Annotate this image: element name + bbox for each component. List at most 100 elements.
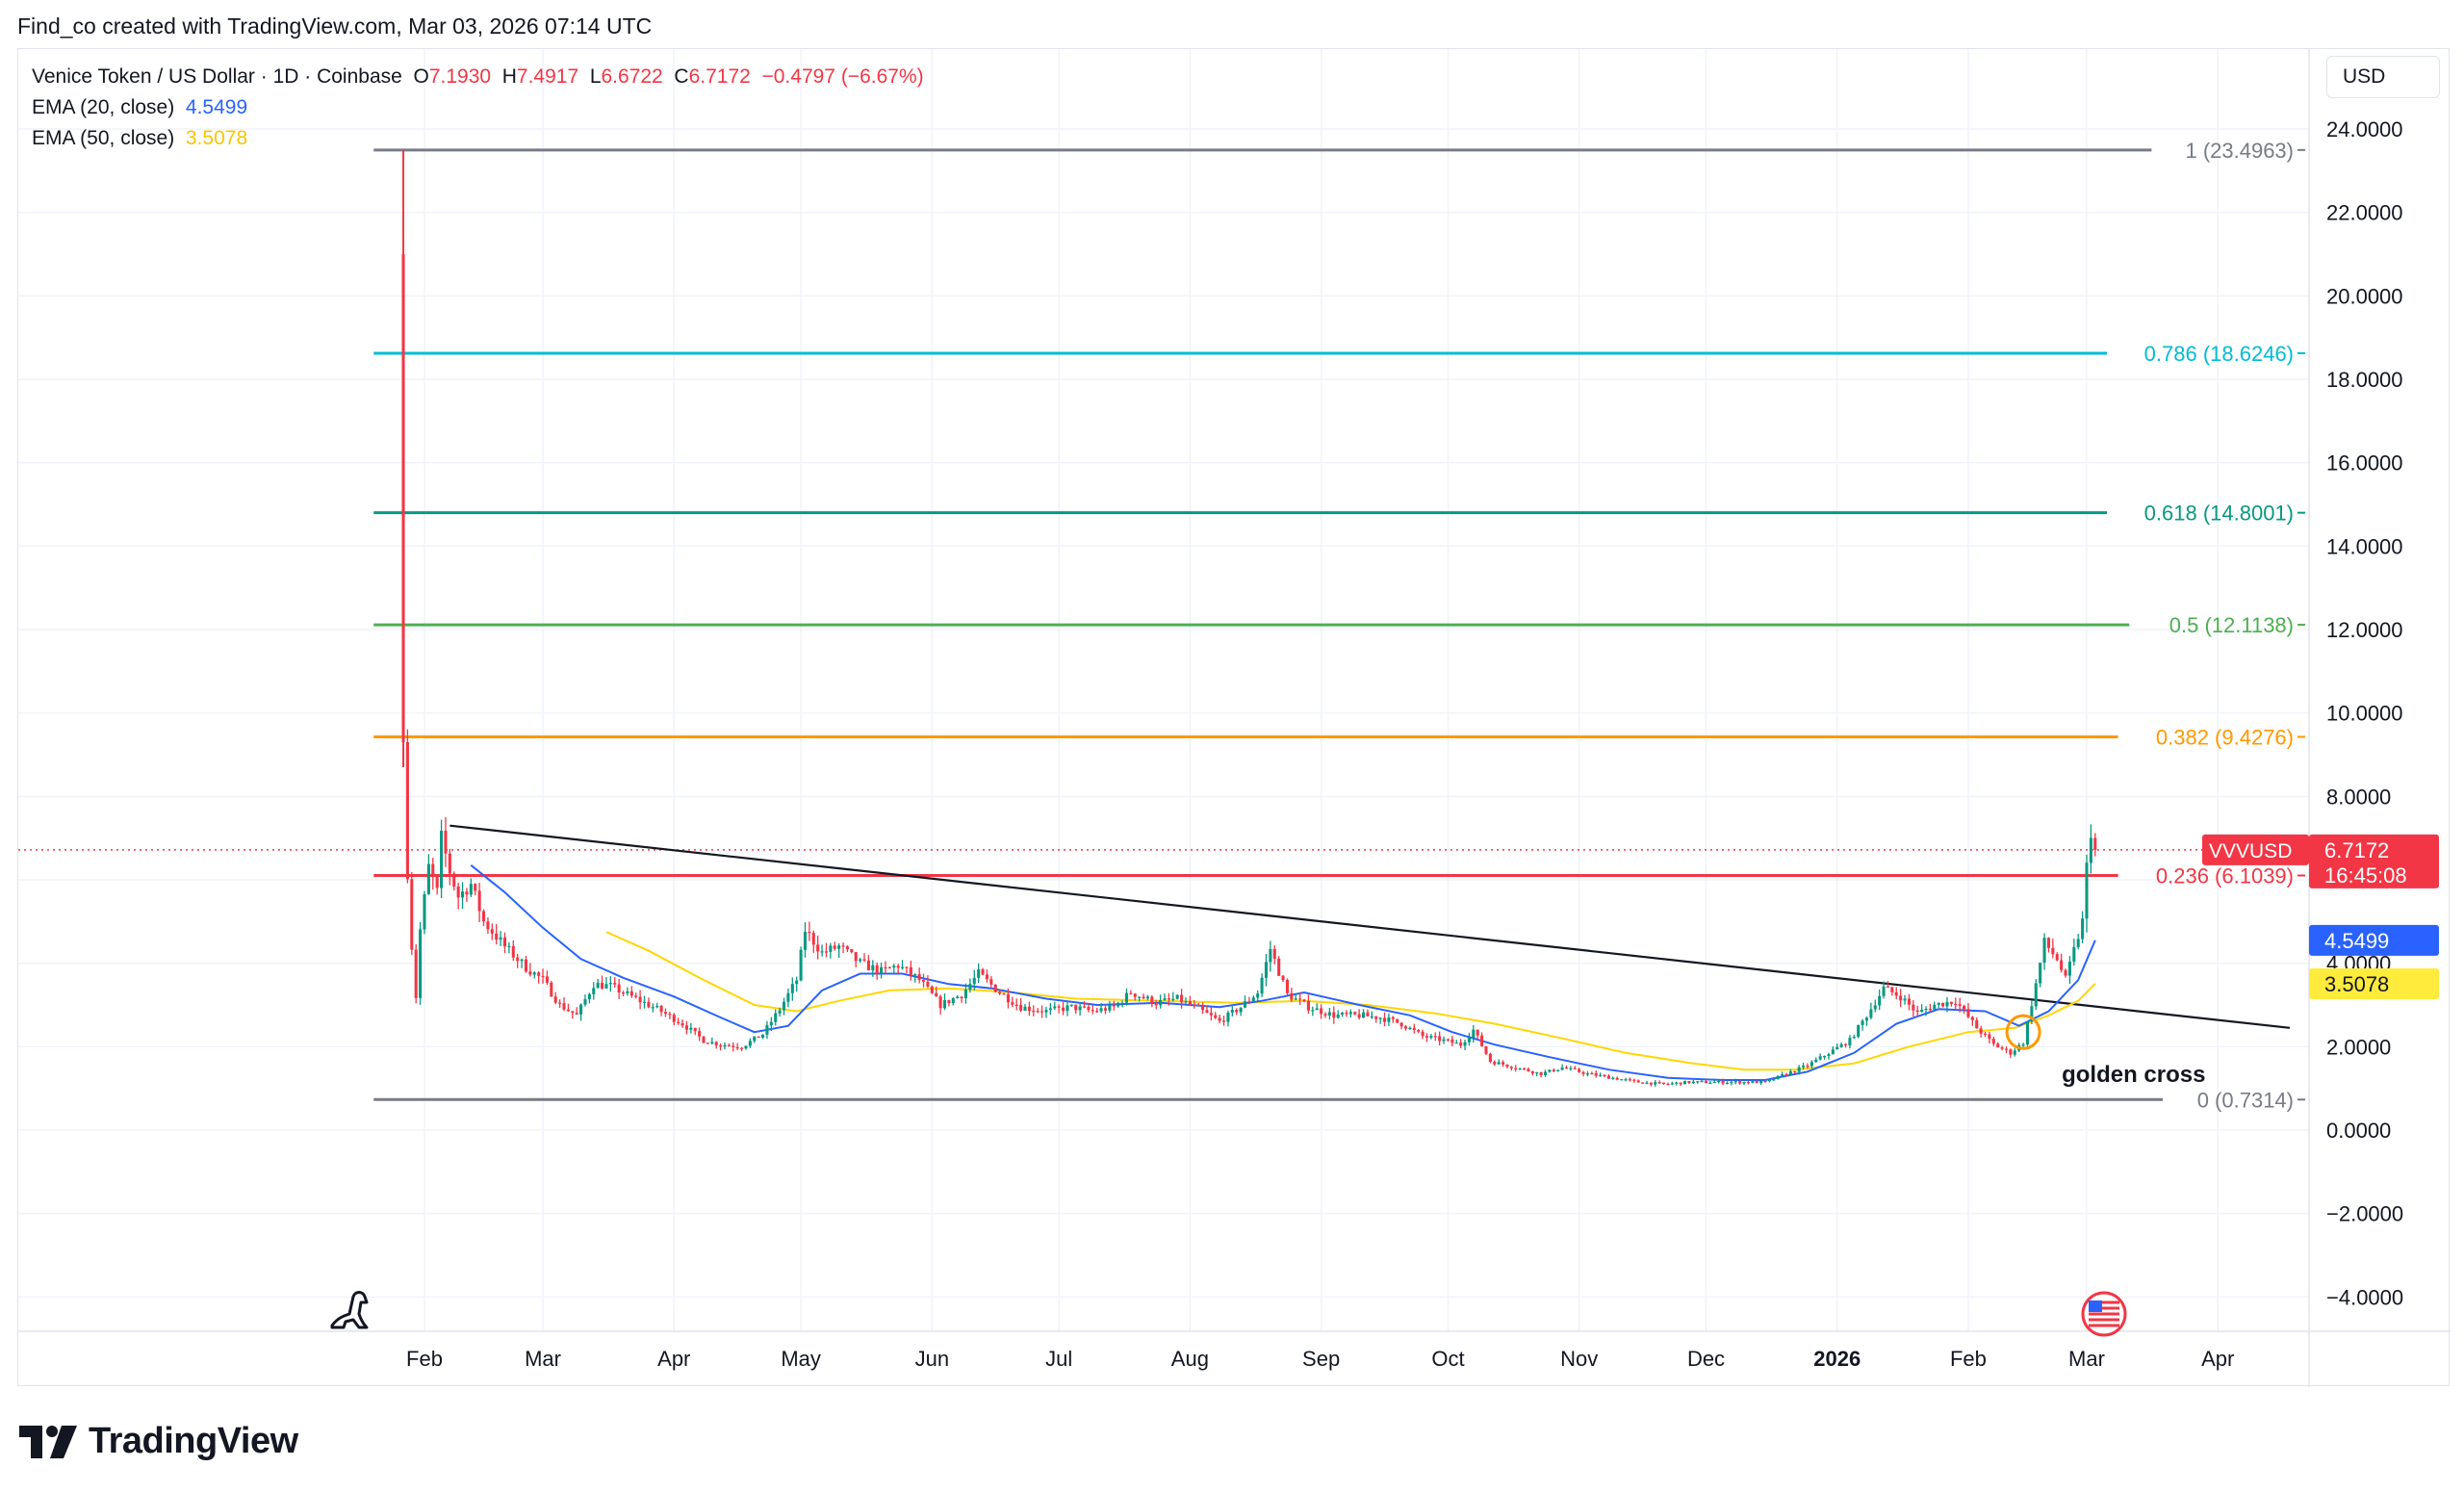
candle-body	[917, 974, 921, 980]
candle-body	[714, 1042, 718, 1046]
ema50-value: 3.5078	[185, 127, 248, 149]
candle-body	[1746, 1082, 1750, 1084]
candle-body	[419, 929, 423, 998]
ema20-badge	[2309, 924, 2439, 956]
candle-body	[735, 1046, 739, 1049]
candle-body	[465, 891, 469, 895]
candle-body	[1776, 1075, 1780, 1080]
candle-body	[1882, 986, 1886, 996]
candle-body	[1480, 1035, 1484, 1046]
candle-body	[1632, 1079, 1636, 1081]
candle-body	[601, 982, 604, 989]
symbol-badge	[2202, 834, 2309, 865]
candle-body	[414, 949, 418, 998]
candle-body	[1788, 1070, 1792, 1075]
candle-body	[1691, 1081, 1695, 1084]
candle-body	[1894, 991, 1898, 996]
candle-body	[1670, 1083, 1674, 1085]
candle-body	[1374, 1016, 1378, 1019]
ema50-row[interactable]: EMA (50, close) 3.5078	[32, 123, 924, 154]
candle-body	[871, 965, 875, 971]
candle-body	[753, 1036, 757, 1042]
candle-body	[1290, 992, 1294, 1000]
candle-body	[850, 949, 854, 953]
ema20-row[interactable]: EMA (20, close) 4.5499	[32, 92, 924, 123]
candle-body	[1065, 1005, 1069, 1012]
candle-body	[1446, 1039, 1450, 1041]
candle-body	[811, 933, 815, 945]
candle-body	[1472, 1029, 1476, 1038]
tradingview-logo[interactable]: TradingView	[19, 1421, 298, 1462]
candle-body	[1645, 1082, 1649, 1084]
candle-body	[942, 999, 947, 1009]
candle-body	[1793, 1070, 1797, 1073]
candle-body	[1366, 1012, 1370, 1017]
time-tick-label: Apr	[657, 1347, 690, 1371]
candle-body	[528, 971, 532, 975]
ema20-label: EMA (20, close)	[32, 96, 175, 118]
candle-body	[786, 992, 790, 1002]
candle-body	[1983, 1033, 1988, 1036]
candle-body	[1069, 1004, 1073, 1006]
candle-body	[1222, 1020, 1226, 1022]
candle-body	[1399, 1022, 1403, 1027]
candle-body	[757, 1036, 760, 1039]
candle-body	[1928, 1009, 1932, 1011]
candle-body	[583, 999, 587, 1005]
candle-body	[1569, 1068, 1573, 1069]
candle-body	[1523, 1068, 1527, 1070]
candle-body	[1014, 1004, 1018, 1006]
fib-level-label: 0.618 (14.8001)	[2144, 502, 2294, 526]
candle-body	[2046, 938, 2050, 948]
candle-body	[1484, 1045, 1488, 1054]
candle-body	[1417, 1029, 1421, 1032]
candle-body	[845, 946, 849, 950]
candle-body	[1260, 977, 1264, 994]
candle-body	[1666, 1083, 1670, 1086]
candle-body	[1201, 1005, 1205, 1011]
candle-body	[740, 1047, 744, 1049]
candle-body	[960, 996, 963, 999]
candle-body	[558, 1002, 562, 1004]
candle-body	[884, 966, 887, 969]
candle-body	[1497, 1062, 1501, 1065]
candle-body	[1433, 1036, 1437, 1038]
candle-body	[532, 972, 536, 975]
candle-body	[732, 1045, 735, 1047]
candle-body	[550, 982, 553, 997]
candle-body	[1963, 1005, 1966, 1010]
candle-body	[677, 1021, 680, 1023]
candle-body	[2021, 1044, 2025, 1046]
candle-body	[1628, 1079, 1631, 1081]
candle-body	[1878, 995, 1882, 1006]
candle-body	[629, 991, 633, 996]
candle-body	[790, 984, 794, 993]
fib-level-label: 0.236 (6.1039)	[2156, 863, 2294, 888]
candle-body	[1011, 1002, 1014, 1005]
currency-selector[interactable]: USD	[2326, 56, 2440, 98]
candle-body	[977, 968, 981, 978]
candle-body	[1530, 1070, 1534, 1074]
chart-frame[interactable]: 24.0000 22.0000 20.0000 18.0000 16.0000 14.00…	[17, 48, 2451, 1387]
candle-body	[1535, 1071, 1539, 1074]
candle-body	[410, 879, 414, 950]
candle-body	[1578, 1068, 1581, 1072]
candle-body	[1797, 1067, 1801, 1072]
candle-body	[1412, 1027, 1416, 1030]
candle-body	[938, 996, 942, 1009]
time-tick-label: Dec	[1687, 1347, 1725, 1371]
candle-body	[1662, 1082, 1666, 1084]
candle-body	[1294, 998, 1297, 1000]
candle-body	[769, 1021, 773, 1026]
candle-body	[1353, 1012, 1357, 1015]
candle-body	[1603, 1074, 1606, 1077]
fib-level-label: 0.5 (12.1138)	[2169, 613, 2294, 637]
candle-body	[727, 1045, 731, 1047]
price-chart[interactable]: 24.0000 22.0000 20.0000 18.0000 16.0000 14.00…	[18, 49, 2451, 1387]
candle-body	[1476, 1029, 1479, 1036]
candle-body	[1843, 1043, 1848, 1046]
candle-body	[2013, 1050, 2016, 1055]
candle-body	[1594, 1073, 1598, 1076]
candle-body	[651, 1007, 654, 1009]
candle-body	[461, 891, 465, 898]
